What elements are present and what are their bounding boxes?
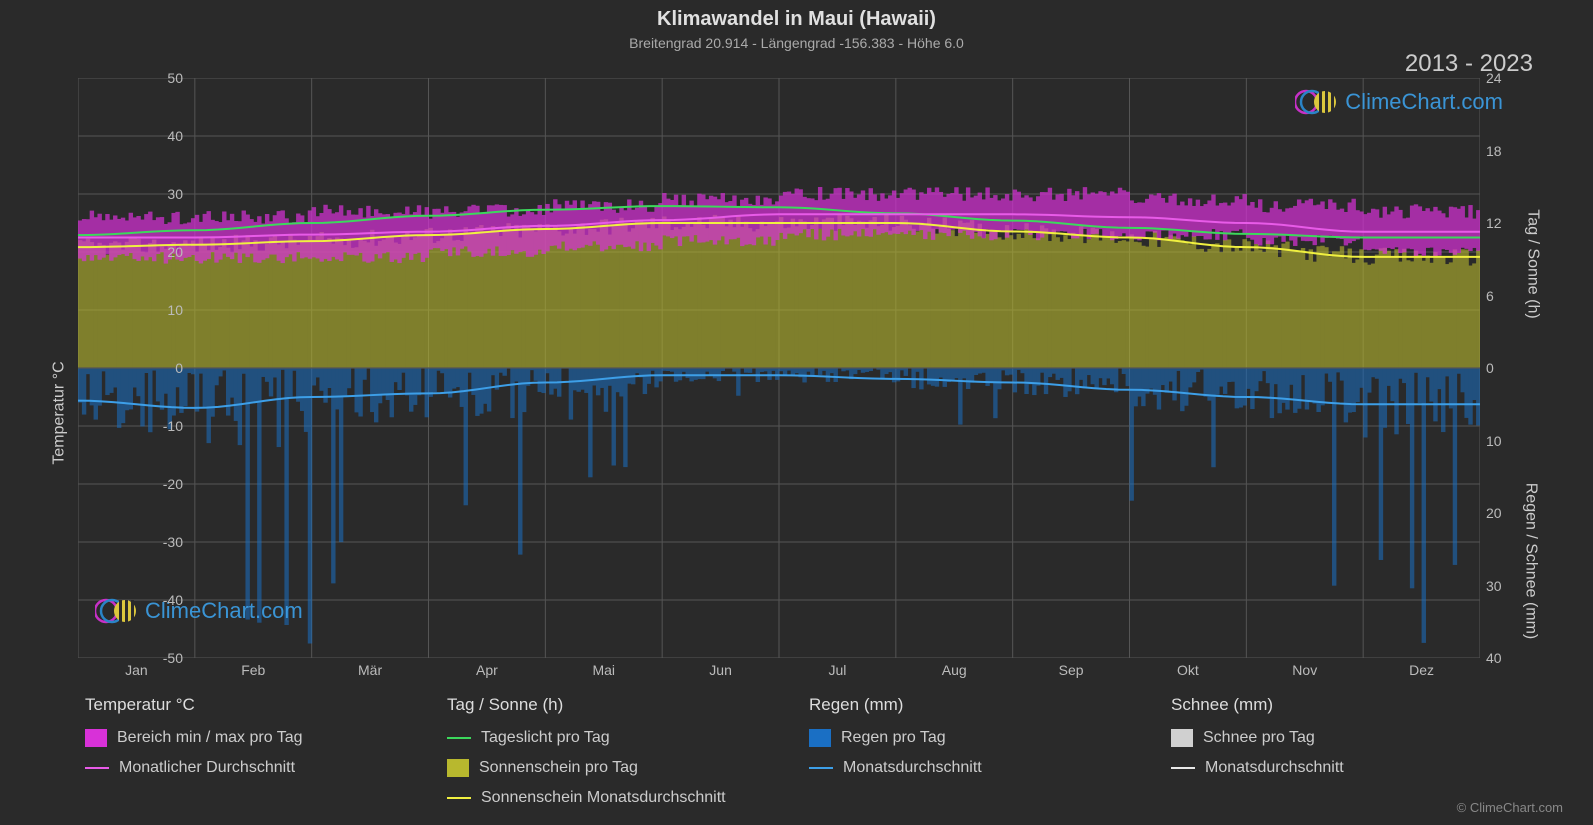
y-axis-left-label: Temperatur °C bbox=[51, 361, 69, 464]
legend-swatch bbox=[447, 797, 471, 799]
x-tick: Mär bbox=[340, 662, 400, 678]
copyright: © ClimeChart.com bbox=[1457, 800, 1563, 815]
watermark-top: ClimeChart.com bbox=[1295, 88, 1503, 116]
legend-label: Regen pro Tag bbox=[841, 729, 946, 747]
legend-header: Regen (mm) bbox=[809, 695, 1171, 715]
y-tick-left: -20 bbox=[83, 476, 183, 492]
y-tick-right: 40 bbox=[1486, 650, 1526, 666]
x-tick: Jan bbox=[106, 662, 166, 678]
chart-subtitle: Breitengrad 20.914 - Längengrad -156.383… bbox=[0, 31, 1593, 51]
y-tick-right: 6 bbox=[1486, 288, 1526, 304]
x-tick: Feb bbox=[223, 662, 283, 678]
legend-item: Monatsdurchschnitt bbox=[1171, 759, 1533, 777]
y-tick-left: -30 bbox=[83, 534, 183, 550]
legend-header: Schnee (mm) bbox=[1171, 695, 1533, 715]
y-tick-left: 0 bbox=[83, 360, 183, 376]
chart-title: Klimawandel in Maui (Hawaii) bbox=[0, 0, 1593, 31]
legend-label: Monatlicher Durchschnitt bbox=[119, 759, 295, 777]
y-tick-left: 40 bbox=[83, 128, 183, 144]
x-tick: Okt bbox=[1158, 662, 1218, 678]
legend-label: Tageslicht pro Tag bbox=[481, 729, 610, 747]
y-tick-left: 20 bbox=[83, 244, 183, 260]
y-tick-right: 12 bbox=[1486, 215, 1526, 231]
x-tick: Jul bbox=[807, 662, 867, 678]
legend-item: Monatlicher Durchschnitt bbox=[85, 759, 447, 777]
y-tick-right: 18 bbox=[1486, 143, 1526, 159]
legend-item: Monatsdurchschnitt bbox=[809, 759, 1171, 777]
legend-swatch bbox=[447, 759, 469, 777]
legend-item: Sonnenschein Monatsdurchschnitt bbox=[447, 789, 809, 807]
legend-item: Schnee pro Tag bbox=[1171, 729, 1533, 747]
y-tick-right: 30 bbox=[1486, 578, 1526, 594]
climechart-logo-icon bbox=[1295, 88, 1339, 116]
legend-swatch bbox=[447, 737, 471, 739]
legend-column: Temperatur °C Bereich min / max pro Tag Mo… bbox=[85, 695, 447, 807]
y-tick-left: -40 bbox=[83, 592, 183, 608]
legend-label: Monatsdurchschnitt bbox=[1205, 759, 1344, 777]
legend-swatch bbox=[1171, 729, 1193, 747]
x-tick: Sep bbox=[1041, 662, 1101, 678]
y-tick-left: 10 bbox=[83, 302, 183, 318]
legend-label: Bereich min / max pro Tag bbox=[117, 729, 303, 747]
y-tick-right: 24 bbox=[1486, 70, 1526, 86]
legend-label: Sonnenschein Monatsdurchschnitt bbox=[481, 789, 726, 807]
legend-label: Sonnenschein pro Tag bbox=[479, 759, 638, 777]
y-tick-right: 20 bbox=[1486, 505, 1526, 521]
y-tick-left: -10 bbox=[83, 418, 183, 434]
y-tick-right: 0 bbox=[1486, 360, 1526, 376]
legend-swatch bbox=[85, 767, 109, 769]
x-tick: Jun bbox=[691, 662, 751, 678]
legend-column: Schnee (mm) Schnee pro Tag Monatsdurchschn… bbox=[1171, 695, 1533, 807]
legend-swatch bbox=[85, 729, 107, 747]
watermark-text: ClimeChart.com bbox=[1345, 89, 1503, 115]
legend-header: Temperatur °C bbox=[85, 695, 447, 715]
legend-item: Tageslicht pro Tag bbox=[447, 729, 809, 747]
x-tick: Mai bbox=[574, 662, 634, 678]
y-tick-left: 50 bbox=[83, 70, 183, 86]
legend-header: Tag / Sonne (h) bbox=[447, 695, 809, 715]
legend: Temperatur °C Bereich min / max pro Tag Mo… bbox=[85, 695, 1533, 807]
x-tick: Apr bbox=[457, 662, 517, 678]
legend-item: Regen pro Tag bbox=[809, 729, 1171, 747]
legend-column: Tag / Sonne (h) Tageslicht pro Tag Sonnens… bbox=[447, 695, 809, 807]
legend-swatch bbox=[809, 729, 831, 747]
y-tick-right: 10 bbox=[1486, 433, 1526, 449]
legend-item: Bereich min / max pro Tag bbox=[85, 729, 447, 747]
x-tick: Nov bbox=[1275, 662, 1335, 678]
legend-item: Sonnenschein pro Tag bbox=[447, 759, 809, 777]
legend-label: Monatsdurchschnitt bbox=[843, 759, 982, 777]
legend-column: Regen (mm) Regen pro Tag Monatsdurchschnit… bbox=[809, 695, 1171, 807]
x-tick: Aug bbox=[924, 662, 984, 678]
legend-swatch bbox=[1171, 767, 1195, 769]
y-tick-left: 30 bbox=[83, 186, 183, 202]
x-tick: Dez bbox=[1392, 662, 1452, 678]
legend-label: Schnee pro Tag bbox=[1203, 729, 1315, 747]
plot-area bbox=[78, 78, 1480, 658]
legend-swatch bbox=[809, 767, 833, 769]
plot-svg bbox=[78, 78, 1480, 658]
climate-chart: Klimawandel in Maui (Hawaii) Breitengrad… bbox=[0, 0, 1593, 825]
